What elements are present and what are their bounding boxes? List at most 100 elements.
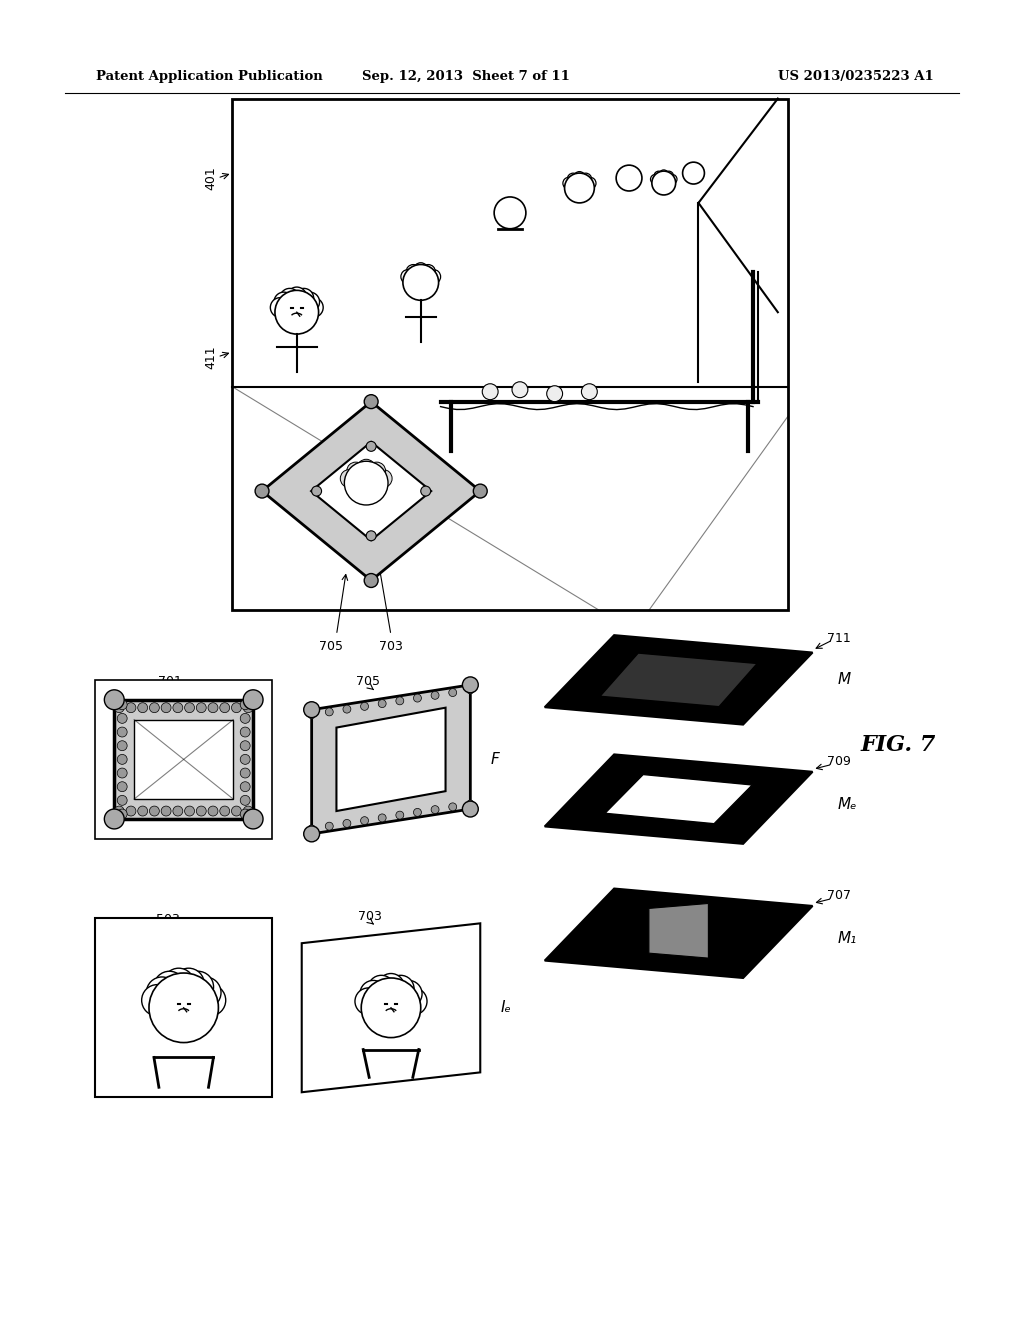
Circle shape [567, 173, 580, 185]
Polygon shape [302, 923, 480, 1092]
Polygon shape [605, 775, 753, 824]
Text: 705: 705 [319, 640, 343, 653]
Circle shape [359, 981, 387, 1007]
Circle shape [343, 705, 351, 713]
Circle shape [357, 459, 375, 477]
Circle shape [396, 812, 403, 820]
Text: 701: 701 [158, 675, 182, 688]
Circle shape [407, 264, 421, 279]
Polygon shape [262, 401, 480, 581]
Text: 703: 703 [358, 911, 382, 923]
Circle shape [117, 809, 127, 818]
Polygon shape [311, 685, 470, 834]
Circle shape [311, 486, 322, 496]
Circle shape [150, 807, 160, 816]
Polygon shape [311, 442, 431, 540]
Circle shape [564, 173, 594, 203]
Circle shape [466, 686, 474, 694]
Circle shape [664, 172, 674, 181]
Circle shape [402, 264, 438, 300]
Circle shape [220, 702, 229, 713]
Circle shape [414, 808, 422, 816]
Circle shape [414, 694, 422, 702]
Circle shape [307, 710, 315, 718]
Circle shape [495, 197, 526, 228]
Circle shape [241, 755, 250, 764]
Text: Mₑ: Mₑ [838, 796, 857, 812]
Circle shape [304, 826, 319, 842]
Circle shape [126, 807, 136, 816]
Text: 707: 707 [827, 888, 851, 902]
Circle shape [173, 968, 204, 999]
Circle shape [294, 288, 313, 308]
Circle shape [421, 264, 435, 279]
Text: Sep. 12, 2013  Sheet 7 of 11: Sep. 12, 2013 Sheet 7 of 11 [362, 70, 570, 83]
Circle shape [208, 807, 218, 816]
Circle shape [150, 702, 160, 713]
Bar [95, 919, 272, 1097]
Circle shape [195, 985, 225, 1016]
Circle shape [659, 170, 669, 180]
Circle shape [241, 727, 250, 737]
Circle shape [241, 781, 250, 792]
Circle shape [220, 807, 229, 816]
Circle shape [275, 290, 318, 334]
Circle shape [161, 702, 171, 713]
Circle shape [241, 713, 250, 723]
Circle shape [104, 809, 124, 829]
Circle shape [573, 172, 586, 183]
Circle shape [300, 292, 319, 312]
Circle shape [414, 263, 428, 277]
Bar [115, 700, 253, 818]
Circle shape [117, 713, 127, 723]
Circle shape [652, 172, 676, 195]
Circle shape [466, 800, 474, 808]
Circle shape [197, 702, 206, 713]
Circle shape [241, 809, 250, 818]
Circle shape [650, 174, 660, 183]
Circle shape [360, 817, 369, 825]
Circle shape [117, 727, 127, 737]
Circle shape [208, 702, 218, 713]
Circle shape [280, 288, 299, 308]
Circle shape [161, 807, 171, 816]
Circle shape [274, 292, 294, 312]
Circle shape [616, 165, 642, 191]
Circle shape [355, 987, 382, 1015]
Circle shape [580, 173, 592, 185]
Circle shape [117, 768, 127, 777]
Circle shape [482, 384, 498, 400]
Circle shape [231, 807, 242, 816]
Circle shape [241, 741, 250, 751]
Text: 411: 411 [205, 345, 217, 368]
Circle shape [189, 977, 221, 1008]
Circle shape [117, 781, 127, 792]
Circle shape [304, 702, 319, 718]
Circle shape [367, 531, 376, 541]
Polygon shape [337, 708, 445, 810]
Circle shape [163, 968, 195, 999]
Circle shape [270, 297, 290, 317]
Text: 711: 711 [827, 632, 851, 644]
Text: M₁: M₁ [838, 931, 857, 945]
Circle shape [117, 700, 127, 710]
Circle shape [343, 820, 351, 828]
Circle shape [182, 972, 214, 1003]
Polygon shape [545, 635, 812, 725]
Circle shape [231, 702, 242, 713]
Circle shape [582, 384, 597, 400]
Circle shape [361, 978, 421, 1038]
Polygon shape [545, 888, 812, 978]
Circle shape [563, 177, 574, 189]
Circle shape [378, 814, 386, 822]
Circle shape [307, 825, 315, 833]
Circle shape [115, 702, 124, 713]
Text: Iₑ: Iₑ [500, 1001, 511, 1015]
Text: FIG. 7: FIG. 7 [860, 734, 936, 756]
Circle shape [374, 470, 392, 487]
Circle shape [117, 796, 127, 805]
Text: Patent Application Publication: Patent Application Publication [95, 70, 323, 83]
Circle shape [400, 269, 415, 284]
Circle shape [584, 177, 596, 189]
Circle shape [668, 174, 677, 183]
